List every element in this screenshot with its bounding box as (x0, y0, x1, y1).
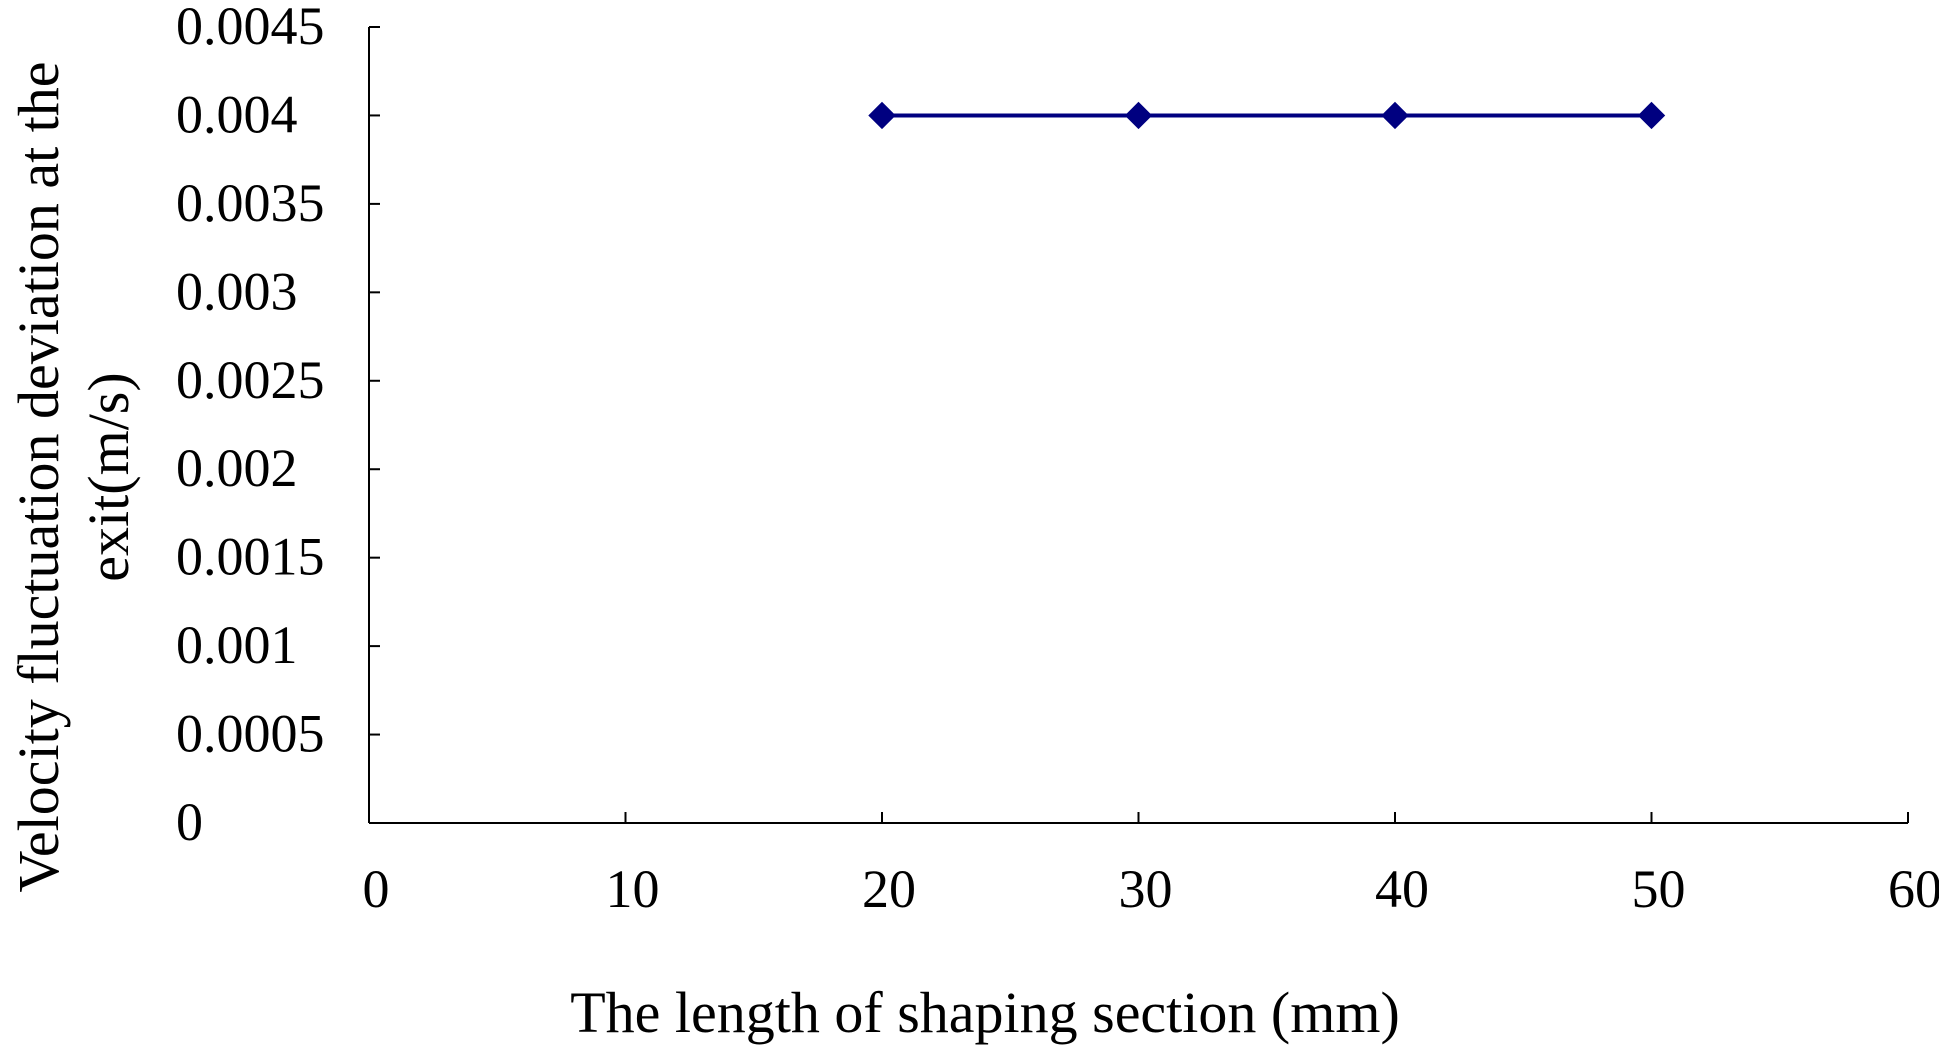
data-point-marker (1382, 102, 1408, 128)
x-tick-label: 60 (1888, 859, 1939, 919)
data-point-marker (869, 102, 895, 128)
y-tick-label: 0.0015 (176, 527, 325, 587)
y-tick-label: 0.004 (176, 84, 298, 144)
y-tick-label: 0.0035 (176, 173, 325, 233)
x-tick-label: 10 (606, 859, 660, 919)
x-tick-label: 50 (1632, 859, 1686, 919)
y-tick-label: 0.0045 (176, 0, 325, 56)
series-group (869, 102, 1665, 128)
y-tick-label: 0 (176, 792, 203, 852)
x-axis-ticks: 0 10 20 30 40 50 60 (363, 812, 1939, 919)
x-axis-title: The length of shaping section (mm) (570, 980, 1400, 1045)
x-tick-label: 20 (862, 859, 916, 919)
y-axis-title: Velocity fluctuation deviation at the ex… (6, 61, 141, 892)
y-axis-title-line-1: Velocity fluctuation deviation at the (6, 61, 71, 892)
y-tick-label: 0.003 (176, 261, 298, 321)
y-axis-title-line-2: exit(m/s) (76, 372, 141, 581)
x-tick-label: 30 (1119, 859, 1173, 919)
y-tick-label: 0.001 (176, 615, 298, 675)
y-axis-ticks: 0 0.0005 0.001 0.0015 0.002 0.0025 0.003 0.0035… (176, 0, 380, 852)
y-tick-label: 0.0025 (176, 350, 325, 410)
y-tick-label: 0.0005 (176, 704, 325, 764)
y-tick-label: 0.002 (176, 438, 298, 498)
x-tick-label: 0 (363, 859, 390, 919)
data-point-marker (1126, 102, 1152, 128)
data-point-marker (1639, 102, 1665, 128)
x-tick-label: 40 (1375, 859, 1429, 919)
